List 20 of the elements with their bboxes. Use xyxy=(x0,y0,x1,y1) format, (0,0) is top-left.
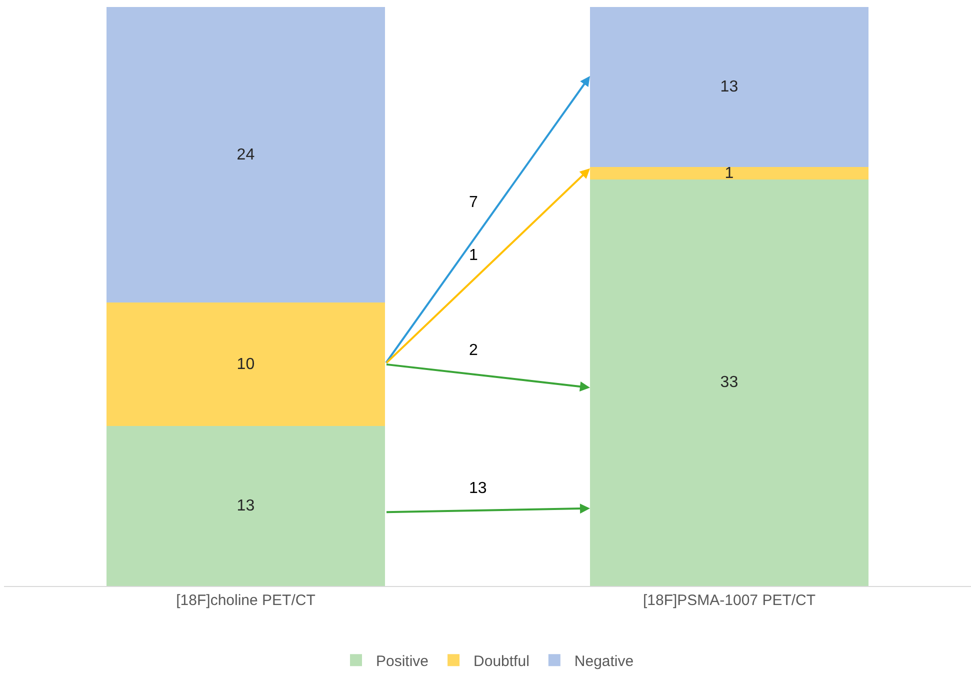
data-label: 13 xyxy=(720,78,738,96)
data-label: 24 xyxy=(236,146,255,164)
data-label: 33 xyxy=(720,374,738,392)
data-label: 1 xyxy=(724,164,734,182)
data-label: 13 xyxy=(236,497,255,514)
annotation: 2 xyxy=(469,342,478,359)
bar xyxy=(590,7,868,168)
bar xyxy=(106,426,385,586)
bar xyxy=(106,302,385,426)
x-tick-label: [18F]PSMA-1007 PET/CT xyxy=(642,592,816,609)
annotation: 1 xyxy=(469,247,478,264)
data-label: 10 xyxy=(236,356,255,373)
bar xyxy=(106,7,385,303)
legend-label: Doubtful xyxy=(474,653,530,670)
bar xyxy=(590,179,868,586)
legend-label: Negative xyxy=(574,653,634,670)
legend-label: Positive xyxy=(376,653,429,670)
x-tick-label: [18F]choline PET/CT xyxy=(176,592,316,609)
annotation: 13 xyxy=(469,480,487,497)
annotation: 7 xyxy=(469,194,478,211)
